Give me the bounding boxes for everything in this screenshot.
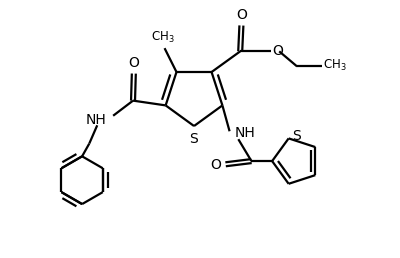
Text: S: S (293, 130, 301, 143)
Text: O: O (272, 44, 283, 58)
Text: O: O (128, 57, 139, 70)
Text: S: S (189, 132, 198, 146)
Text: CH$_3$: CH$_3$ (151, 30, 174, 45)
Text: O: O (211, 158, 222, 172)
Text: NH: NH (85, 113, 106, 127)
Text: NH: NH (234, 126, 255, 140)
Text: CH$_3$: CH$_3$ (323, 58, 347, 73)
Text: O: O (236, 8, 247, 22)
